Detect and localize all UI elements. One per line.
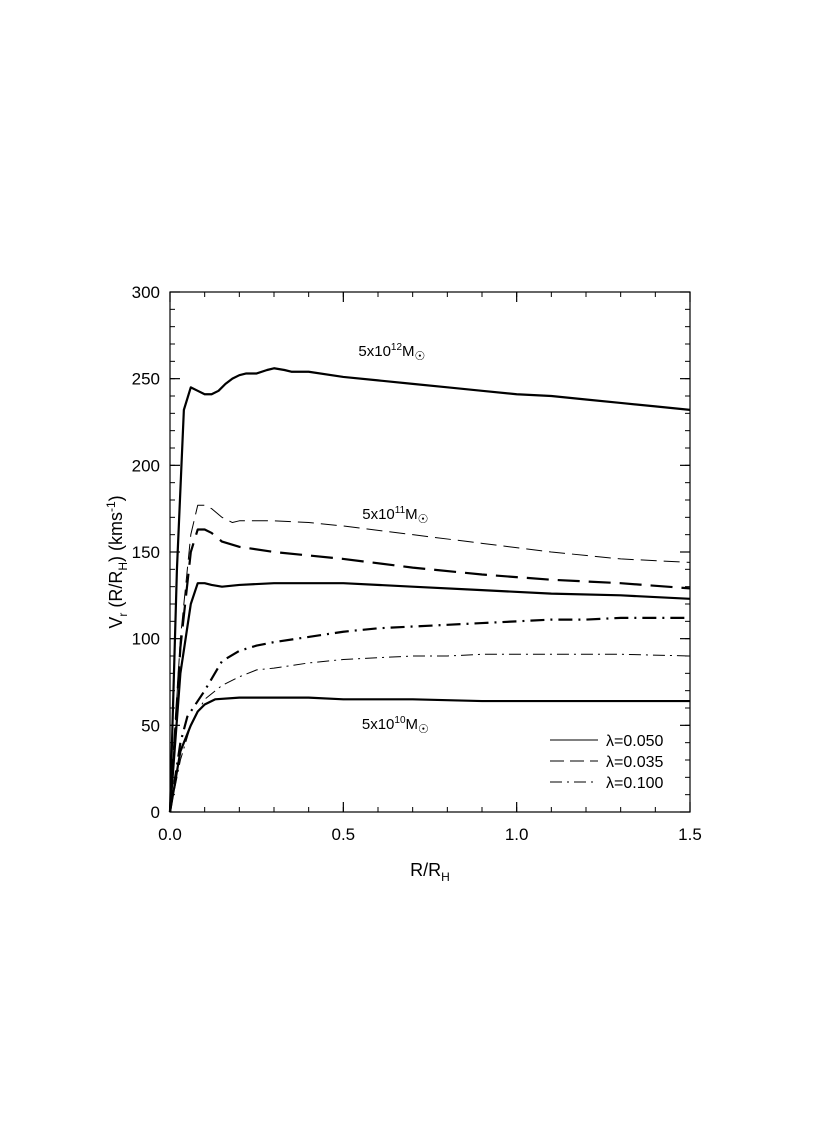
x-tick-label: 1.5 — [678, 825, 702, 844]
x-tick-label: 0.0 — [158, 825, 182, 844]
x-tick-label: 1.0 — [505, 825, 529, 844]
y-label-p1: V — [106, 617, 126, 629]
mass-annotation: 5x1010M☉ — [362, 715, 429, 736]
mass-annotation: 5x1012M☉ — [358, 342, 425, 363]
annotations: 5x1012M☉ 5x1011M☉ 5x1010M☉ — [358, 342, 428, 736]
series-line-3 — [168, 528, 691, 813]
legend: λ=0.050 λ=0.035 λ=0.100 — [550, 733, 663, 792]
y-tick-label: 0 — [151, 803, 160, 822]
tick-labels: 0.0 0.5 1.0 1.5 0 50 100 150 200 250 300 — [132, 283, 702, 844]
mass-annotation: 5x1011M☉ — [362, 505, 428, 526]
y-label-p1-sub: r — [116, 613, 130, 617]
legend-label: λ=0.050 — [606, 733, 663, 750]
y-tick-label: 150 — [132, 543, 160, 562]
y-tick-label: 200 — [132, 456, 160, 475]
legend-label: λ=0.035 — [606, 754, 663, 771]
legend-label: λ=0.100 — [606, 775, 663, 792]
x-tick-label: 0.5 — [332, 825, 356, 844]
y-tick-label: 50 — [141, 716, 160, 735]
series-line-7 — [168, 696, 690, 813]
x-axis-label-sub: H — [441, 870, 450, 884]
y-tick-label: 100 — [132, 630, 160, 649]
series-line-5 — [168, 616, 690, 813]
y-label-p4: ) — [106, 495, 126, 501]
y-tick-label: 250 — [132, 370, 160, 389]
series-layer — [168, 367, 691, 813]
y-label-p2: (R/R — [106, 571, 126, 613]
series-line-4 — [168, 582, 691, 813]
y-axis-label: Vr (R/RH) (kms-1) — [104, 495, 130, 628]
y-tick-label: 300 — [132, 283, 160, 302]
x-axis-label: R/RH — [410, 860, 450, 884]
series-line-2 — [169, 504, 691, 813]
series-line-6 — [169, 653, 691, 813]
y-label-p3: ) (kms — [106, 512, 126, 562]
x-axis-label-main: R/R — [410, 860, 441, 880]
plot-frame — [169, 291, 691, 813]
y-label-p2-sub: H — [116, 562, 130, 571]
y-label-p3-sup: -1 — [104, 501, 118, 512]
series-line-1 — [168, 367, 691, 813]
